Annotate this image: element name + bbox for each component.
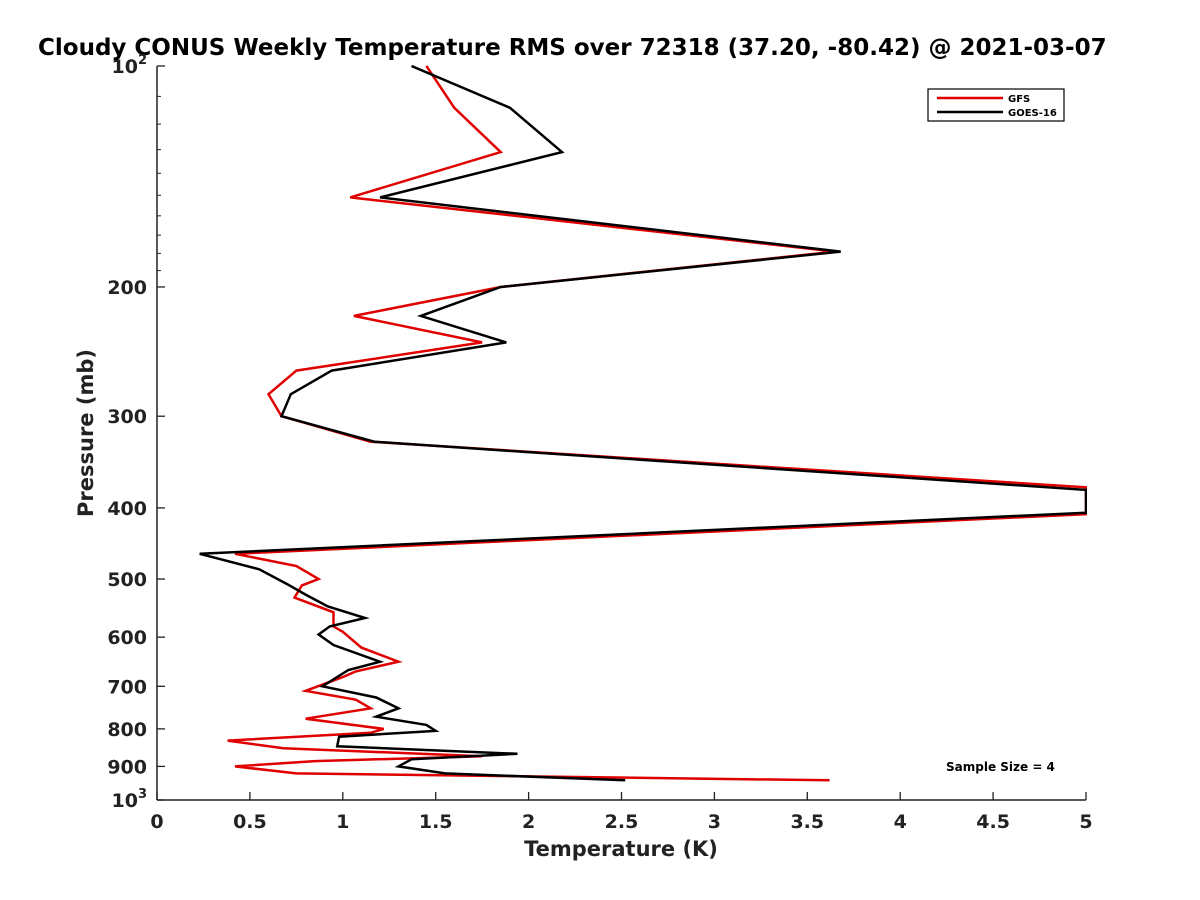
y-tick-label: 700 xyxy=(107,676,147,698)
y-axis-label: Pressure (mb) xyxy=(74,349,98,517)
x-tick-label: 2.5 xyxy=(605,811,639,833)
y-tick-label: 400 xyxy=(107,498,147,520)
x-tick-label: 1.5 xyxy=(419,811,453,833)
y-tick-label: 102 xyxy=(112,53,148,78)
y-tick-label: 103 xyxy=(112,787,148,812)
y-tick-label: 900 xyxy=(107,756,147,778)
x-tick-label: 3.5 xyxy=(790,811,824,833)
x-tick-label: 1 xyxy=(336,811,349,833)
y-tick-label: 800 xyxy=(107,719,147,741)
y-tick-label: 200 xyxy=(107,277,147,299)
x-tick-label: 0.5 xyxy=(233,811,267,833)
y-tick-label: 300 xyxy=(107,406,147,428)
chart-title: Cloudy CONUS Weekly Temperature RMS over… xyxy=(38,35,1107,61)
plot-lines xyxy=(199,64,1087,782)
legend-box xyxy=(927,88,1065,122)
y-tick-label: 500 xyxy=(107,569,147,591)
legend-label-goes-16: GOES-16 xyxy=(1008,108,1057,119)
x-tick-label: 4 xyxy=(894,811,907,833)
legend-label-gfs: GFS xyxy=(1008,94,1030,105)
x-tick-label: 5 xyxy=(1079,811,1092,833)
x-tick-label: 4.5 xyxy=(976,811,1010,833)
series-line-goes-16 xyxy=(199,64,1087,782)
x-axis-label: Temperature (K) xyxy=(524,837,718,861)
x-tick-label: 0 xyxy=(150,811,163,833)
y-tick-label: 600 xyxy=(107,627,147,649)
series-line-gfs xyxy=(227,65,1087,782)
legend: GFS GOES-16 xyxy=(927,88,1065,122)
x-axis-ticks: 0 0.5 1 1.5 2 2.5 3 3.5 4 4.5 5 xyxy=(150,792,1093,833)
x-tick-label: 2 xyxy=(522,811,535,833)
sample-size-annotation: Sample Size = 4 xyxy=(946,760,1055,774)
y-axis-ticks: 102 200 300 400 500 600 700 800 900 103 xyxy=(107,53,165,812)
x-tick-label: 3 xyxy=(708,811,721,833)
